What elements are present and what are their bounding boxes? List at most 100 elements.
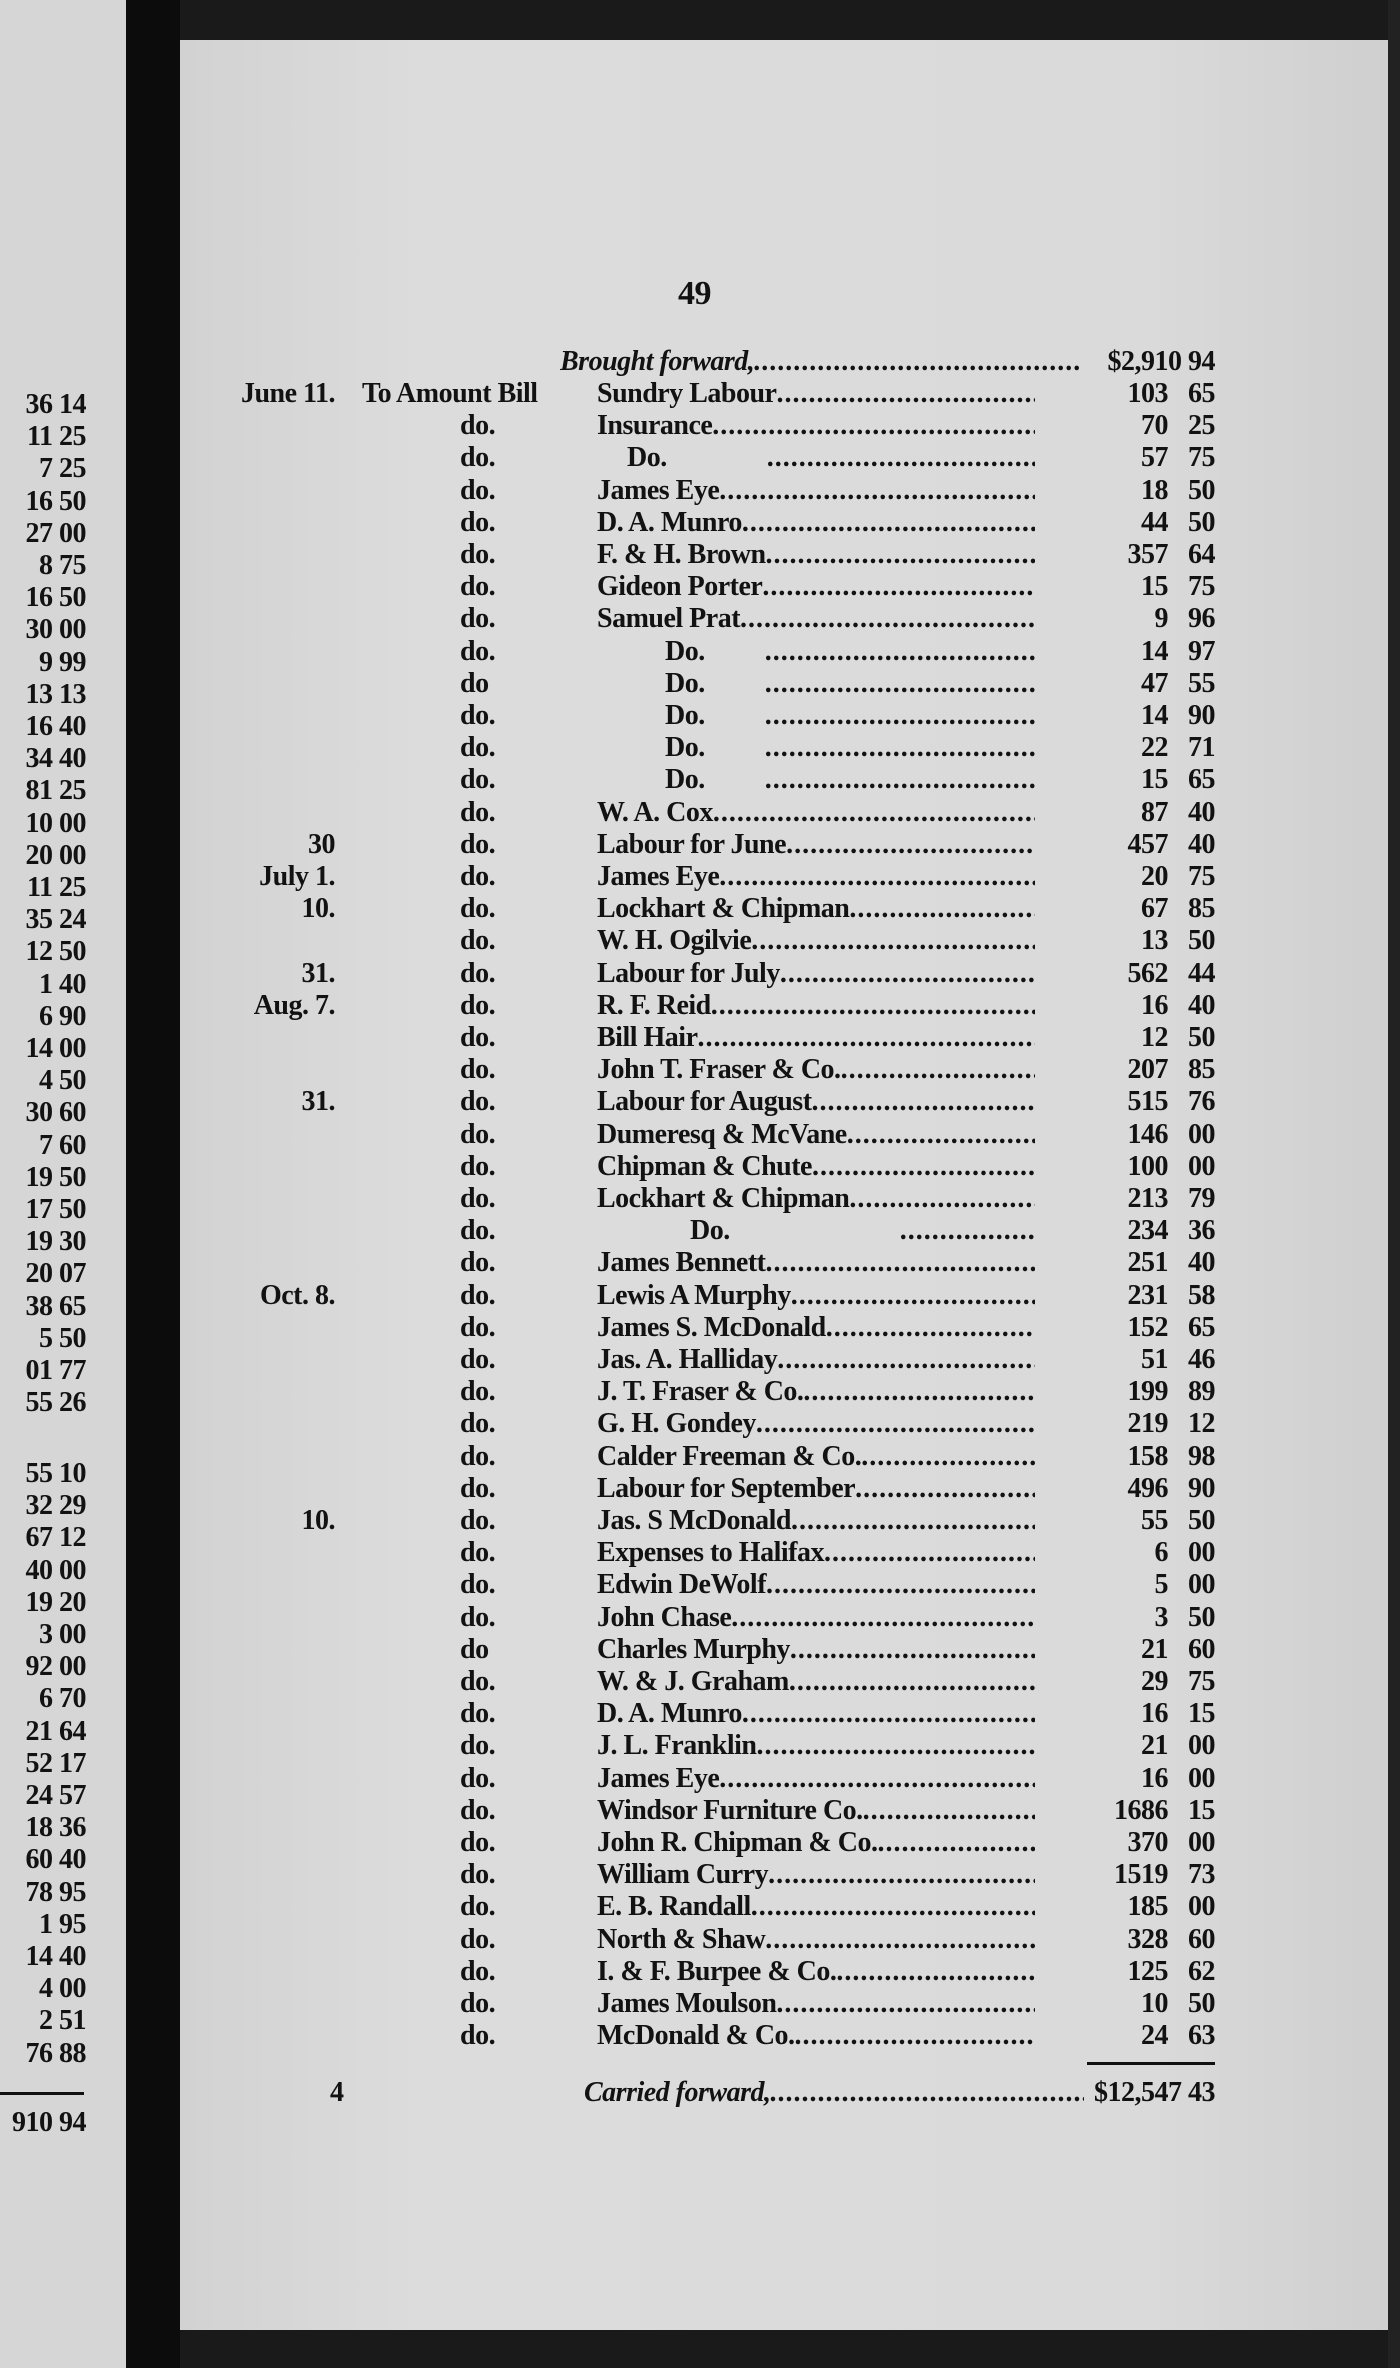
entry-ref: do. [460,635,496,667]
dot-leader [768,1859,1035,1891]
left-page-amount: 38 65 [25,1290,87,1322]
entry-payee: Calder Freeman & Co. [597,1441,1035,1473]
payee-text: Do. [690,1215,730,1247]
entry-cents: 50 [1188,474,1216,506]
left-page-amount: 9 99 [39,646,87,678]
entry-dollars: 15 [1141,571,1169,603]
dot-leader [756,1730,1035,1762]
entry-payee: Do. [665,636,1035,668]
left-page-amount: 5 50 [39,1322,87,1354]
dot-leader [786,829,1035,861]
entry-cents: 40 [1188,796,1216,828]
payee-text: James Eye [597,861,720,892]
left-page-amount: 1 95 [39,1908,87,1940]
entry-dollars: 24 [1141,2020,1169,2052]
entry-cents: 58 [1188,1279,1216,1311]
entry-cents: 40 [1188,828,1216,860]
entry-ref: do. [460,1891,496,1923]
entry-dollars: 158 [1127,1440,1169,1472]
entry-cents: 89 [1188,1376,1216,1408]
dot-leader [863,1795,1035,1827]
dot-leader [719,475,1035,507]
entry-dollars: 57 [1141,442,1169,474]
entry-payee: Dumeresq & McVane [597,1119,1035,1151]
entry-dollars: 21 [1141,1730,1169,1762]
left-page-total: 910 94 [12,2107,87,2138]
entry-dollars: 16 [1141,1698,1169,1730]
entry-dollars: 51 [1141,1344,1169,1375]
entry-payee: Windsor Furniture Co. [597,1795,1035,1827]
entry-payee: Lockhart & Chipman [597,893,1035,925]
entry-cents: 71 [1188,732,1216,764]
entry-cents: 25 [1188,410,1216,442]
entry-payee: Do. [627,442,1035,474]
entry-payee: James Eye [597,1763,1035,1795]
entry-dollars: 496 [1127,1472,1169,1504]
payee-text: Jas. S McDonald [597,1505,791,1536]
signature-mark: 4 [330,2077,344,2108]
entry-cents: 00 [1188,1827,1216,1858]
payee-text: John T. Fraser & Co. [597,1054,841,1086]
payee-text: W. H. Ogilvie [597,925,752,957]
entry-payee: John R. Chipman & Co. [597,1827,1035,1859]
entry-payee: Do. [665,732,1035,764]
left-page-amount: 8 75 [39,550,87,581]
entry-ref: do. [460,1955,496,1987]
entry-ref: do. [460,1376,496,1408]
entry-cents: 96 [1188,603,1216,635]
entry-dollars: 12 [1141,1022,1169,1053]
payee-text: J. T. Fraser & Co. [597,1376,804,1408]
payee-text: G. H. Gondey [597,1408,756,1440]
dot-leader [789,1666,1035,1698]
left-page-amount: 11 25 [27,421,86,453]
payee-text: D. A. Munro [597,506,742,538]
entry-payee: North & Shaw [597,1924,1035,1956]
left-page-amount: 19 50 [25,1161,87,1193]
entry-date: 10. [301,1505,336,1536]
payee-text: E. B. Randall [597,1891,751,1923]
dot-leader [824,1537,1035,1569]
left-page-amount: 10 00 [25,807,87,839]
entry-cents: 85 [1188,1054,1216,1086]
entry-ref: do. [460,1666,496,1697]
brought-forward-label: Brought forward, [560,346,1080,378]
entry-cents: 75 [1188,442,1216,474]
left-page-amount: 78 95 [25,1876,87,1908]
dot-leader [791,1280,1035,1312]
dot-leader [765,732,1035,764]
brought-forward-text: Brought forward, [560,346,755,377]
entry-dollars: 18 [1141,474,1169,506]
entry-ref: do. [460,1408,496,1440]
dot-leader [877,1827,1035,1859]
entry-ref: do. [460,506,496,538]
dot-leader [812,1151,1035,1183]
payee-text: William Curry [597,1859,769,1891]
entry-cents: 00 [1188,1891,1216,1923]
entry-cents: 12 [1188,1408,1216,1440]
entry-dollars: 14 [1141,635,1169,667]
entry-ref: do. [460,989,496,1021]
dot-leader [791,1505,1035,1537]
payee-text: Jas. A. Halliday [597,1344,778,1375]
entry-ref: do. [460,410,496,442]
dot-leader [751,1891,1035,1923]
entry-ref: do. [460,1022,496,1053]
entry-ref: do. [460,1086,496,1118]
entry-dollars: 67 [1141,893,1169,925]
adjacent-page-fragment: 36 14 11 25 7 25 16 50 27 00 8 75 16 50 30 00 9 … [0,0,126,2368]
entry-dollars: 185 [1127,1891,1169,1923]
payee-text: Do. [665,667,705,699]
entry-cents: 50 [1188,1505,1216,1536]
left-page-amount: 01 77 [25,1355,87,1386]
entry-dollars: 1686 [1114,1794,1169,1826]
entry-payee: James Bennett [597,1247,1035,1279]
entry-payee: Bill Hair [597,1022,1035,1054]
entry-ref: do. [460,1118,496,1150]
entry-ref: do. [460,1344,496,1375]
left-page-amount: 35 24 [25,904,87,936]
dot-leader [795,2020,1035,2052]
entry-dollars: 146 [1127,1118,1169,1150]
entry-ref: do. [460,1440,496,1472]
entry-payee: Do. [665,668,1035,700]
entry-cents: 40 [1188,1247,1216,1279]
